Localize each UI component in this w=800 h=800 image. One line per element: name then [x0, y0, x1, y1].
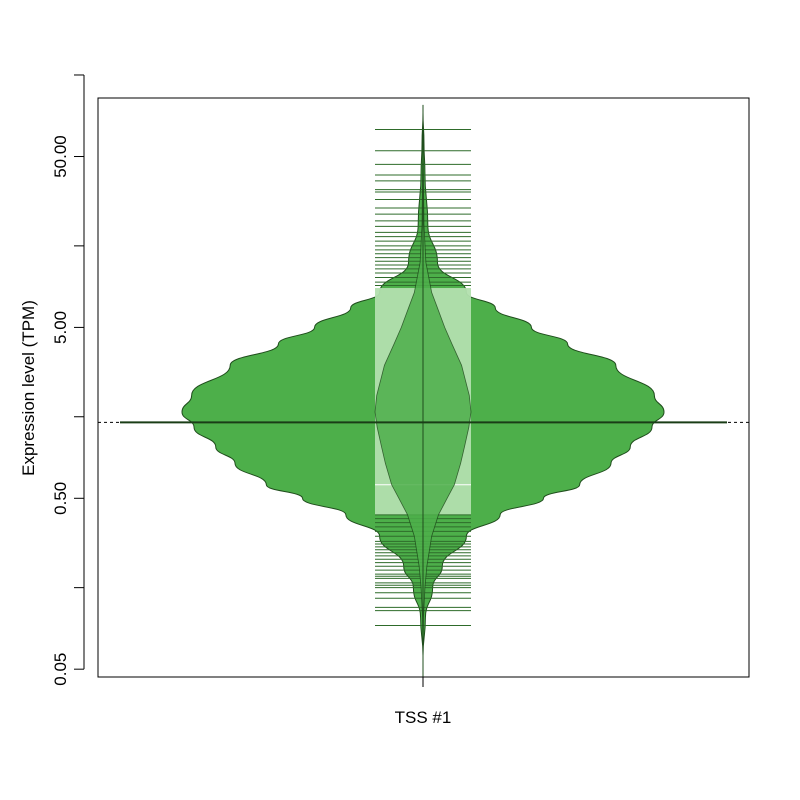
- x-tick-label: TSS #1: [395, 708, 452, 727]
- y-axis: 0.05 0.50 5.00 50.00: [51, 74, 85, 686]
- y-tick-label: 5.00: [51, 311, 70, 344]
- x-axis: TSS #1: [395, 677, 452, 727]
- plot-layer: [98, 104, 749, 678]
- y-tick-label: 0.05: [51, 653, 70, 686]
- y-axis-label: Expression level (TPM): [19, 300, 38, 476]
- y-tick-label: 0.50: [51, 482, 70, 515]
- y-tick-label: 50.00: [51, 135, 70, 178]
